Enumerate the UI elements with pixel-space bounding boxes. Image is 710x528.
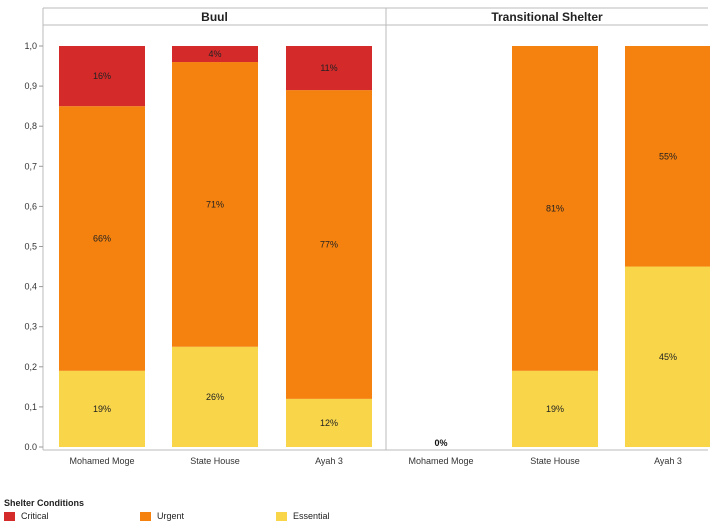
data-label: 45%: [659, 352, 677, 362]
bar-segment-essential: [59, 370, 145, 447]
legend-title: Shelter Conditions: [4, 498, 85, 508]
y-tick-label: 1,0: [24, 41, 37, 51]
x-category-label: Ayah 3: [315, 456, 343, 466]
legend-item-critical: Critical: [4, 511, 140, 521]
legend-item-urgent: Urgent: [140, 511, 276, 521]
legend-label: Essential: [293, 511, 330, 521]
zero-data-label: 0%: [434, 438, 447, 448]
bar-segment-urgent: [286, 90, 372, 399]
legend-label: Urgent: [157, 511, 185, 521]
y-tick-label: 0,3: [24, 322, 37, 332]
panel-title: Transitional Shelter: [491, 10, 603, 24]
data-label: 19%: [93, 404, 111, 414]
bar-segment-essential: [625, 266, 710, 447]
legend-label: Critical: [21, 511, 49, 521]
legend-items: Critical Urgent Essential: [4, 511, 412, 521]
bar-segment-urgent: [59, 106, 145, 371]
data-label: 55%: [659, 151, 677, 161]
x-category-label: Mohamed Moge: [69, 456, 134, 466]
legend-swatch: [140, 511, 151, 521]
y-tick-label: 0.0: [24, 442, 37, 452]
x-category-label: State House: [190, 456, 240, 466]
y-tick-label: 0,2: [24, 362, 37, 372]
data-label: 26%: [206, 392, 224, 402]
x-category-label: Ayah 3: [654, 456, 682, 466]
y-tick-label: 0,8: [24, 121, 37, 131]
data-label: 16%: [93, 71, 111, 81]
y-tick-label: 0,1: [24, 402, 37, 412]
data-label: 77%: [320, 239, 338, 249]
bar-segment-urgent: [512, 46, 598, 371]
y-tick-label: 0,9: [24, 81, 37, 91]
bar-segment-essential: [512, 370, 598, 447]
legend-swatch: [276, 511, 287, 521]
bar-segment-essential: [286, 398, 372, 447]
y-tick-label: 0,5: [24, 242, 37, 252]
data-label: 71%: [206, 199, 224, 209]
legend-item-essential: Essential: [276, 511, 412, 521]
panel-title: Buul: [201, 10, 228, 24]
y-tick-label: 0,7: [24, 161, 37, 171]
bar-segment-critical: [59, 46, 145, 107]
data-label: 66%: [93, 233, 111, 243]
data-label: 4%: [208, 49, 221, 59]
data-label: 81%: [546, 203, 564, 213]
legend-swatch: [4, 511, 15, 521]
legend: Shelter Conditions Critical Urgent Essenti…: [4, 498, 412, 521]
bar-segment-critical: [286, 46, 372, 91]
x-category-label: Mohamed Moge: [408, 456, 473, 466]
data-label: 19%: [546, 404, 564, 414]
y-tick-label: 0,6: [24, 201, 37, 211]
bar-segment-urgent: [625, 46, 710, 267]
bar-segment-essential: [172, 346, 258, 447]
data-label: 11%: [320, 63, 337, 73]
data-label: 12%: [320, 418, 338, 428]
x-category-label: State House: [530, 456, 580, 466]
y-tick-label: 0,4: [24, 282, 37, 292]
bar-segment-critical: [172, 46, 258, 63]
bar-segment-urgent: [172, 62, 258, 347]
